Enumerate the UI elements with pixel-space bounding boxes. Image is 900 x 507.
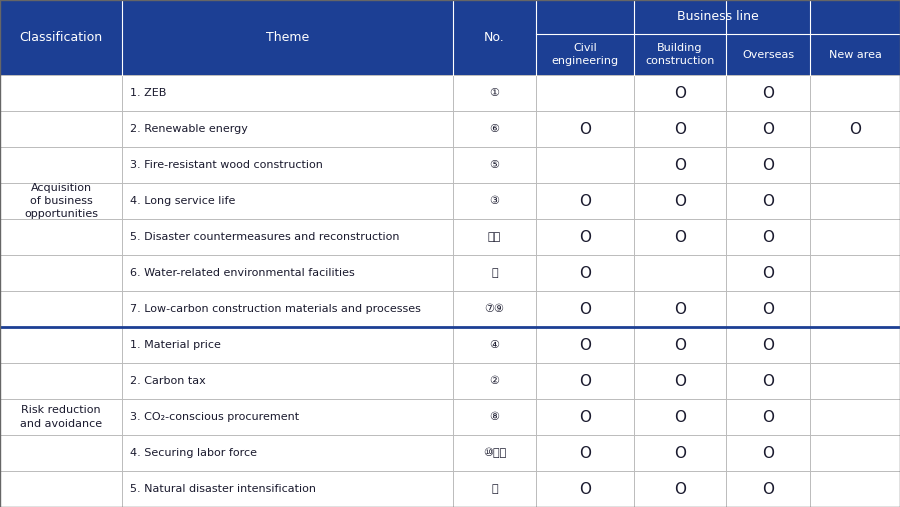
Text: 4. Long service life: 4. Long service life: [130, 196, 236, 206]
Text: O: O: [762, 86, 774, 100]
Bar: [0, 111, 900, 147]
Text: O: O: [579, 266, 591, 280]
Bar: [0, 147, 900, 183]
Text: O: O: [762, 482, 774, 496]
Text: O: O: [579, 482, 591, 496]
Bar: [0, 255, 900, 291]
Text: ⑤: ⑤: [490, 160, 500, 170]
Text: Building
construction: Building construction: [645, 43, 715, 66]
Text: O: O: [674, 194, 686, 208]
Bar: [0, 435, 900, 471]
Text: O: O: [674, 122, 686, 136]
Text: O: O: [579, 194, 591, 208]
Text: 3. CO₂-conscious procurement: 3. CO₂-conscious procurement: [130, 412, 299, 422]
Text: ⑦⑨: ⑦⑨: [484, 304, 505, 314]
Text: ⑬: ⑬: [491, 268, 498, 278]
Text: O: O: [579, 410, 591, 424]
Text: 1. Material price: 1. Material price: [130, 340, 220, 350]
Text: ③: ③: [490, 196, 500, 206]
Text: 7. Low-carbon construction materials and processes: 7. Low-carbon construction materials and…: [130, 304, 421, 314]
Bar: [0, 219, 900, 255]
Text: ①: ①: [490, 88, 500, 98]
Text: ⑥: ⑥: [490, 124, 500, 134]
Text: O: O: [674, 86, 686, 100]
Text: O: O: [762, 194, 774, 208]
Text: O: O: [579, 446, 591, 460]
Text: O: O: [674, 338, 686, 352]
Text: Civil
engineering: Civil engineering: [552, 43, 618, 66]
Text: Theme: Theme: [266, 31, 309, 44]
Bar: [0, 0, 900, 75]
Text: 6. Water-related environmental facilities: 6. Water-related environmental facilitie…: [130, 268, 355, 278]
Bar: [0, 471, 900, 507]
Text: O: O: [674, 482, 686, 496]
Text: O: O: [579, 230, 591, 244]
Text: O: O: [762, 158, 774, 172]
Text: 3. Fire-resistant wood construction: 3. Fire-resistant wood construction: [130, 160, 323, 170]
Text: O: O: [579, 374, 591, 388]
Bar: [0, 327, 900, 363]
Text: Classification: Classification: [20, 31, 103, 44]
Text: O: O: [762, 302, 774, 316]
Text: ④: ④: [490, 340, 500, 350]
Bar: [0, 183, 900, 219]
Text: 5. Disaster countermeasures and reconstruction: 5. Disaster countermeasures and reconstr…: [130, 232, 400, 242]
Bar: [0, 399, 900, 435]
Bar: [0, 363, 900, 399]
Text: New area: New area: [829, 50, 881, 59]
Text: O: O: [762, 122, 774, 136]
Text: No.: No.: [484, 31, 505, 44]
Text: ⑭: ⑭: [491, 484, 498, 494]
Text: 5. Natural disaster intensification: 5. Natural disaster intensification: [130, 484, 316, 494]
Text: Business line: Business line: [677, 11, 759, 23]
Text: Risk reduction
and avoidance: Risk reduction and avoidance: [20, 406, 102, 428]
Text: O: O: [762, 266, 774, 280]
Text: O: O: [762, 338, 774, 352]
Text: Acquisition
of business
opportunities: Acquisition of business opportunities: [24, 183, 98, 219]
Text: O: O: [762, 446, 774, 460]
Text: 2. Carbon tax: 2. Carbon tax: [130, 376, 206, 386]
Text: 2. Renewable energy: 2. Renewable energy: [130, 124, 248, 134]
Text: O: O: [579, 302, 591, 316]
Text: O: O: [674, 374, 686, 388]
Text: O: O: [849, 122, 861, 136]
Text: O: O: [579, 338, 591, 352]
Text: O: O: [762, 230, 774, 244]
Text: 4. Securing labor force: 4. Securing labor force: [130, 448, 257, 458]
Text: O: O: [674, 302, 686, 316]
Text: Overseas: Overseas: [742, 50, 794, 59]
Text: O: O: [674, 410, 686, 424]
Text: O: O: [762, 410, 774, 424]
Text: ②: ②: [490, 376, 500, 386]
Text: O: O: [762, 374, 774, 388]
Text: 1. ZEB: 1. ZEB: [130, 88, 166, 98]
Text: O: O: [579, 122, 591, 136]
Text: ⑧: ⑧: [490, 412, 500, 422]
Bar: [0, 291, 900, 327]
Text: O: O: [674, 158, 686, 172]
Bar: [0, 75, 900, 111]
Text: ⑩⑪⑫: ⑩⑪⑫: [483, 448, 506, 458]
Text: O: O: [674, 446, 686, 460]
Text: O: O: [674, 230, 686, 244]
Text: ⑮⑯: ⑮⑯: [488, 232, 501, 242]
